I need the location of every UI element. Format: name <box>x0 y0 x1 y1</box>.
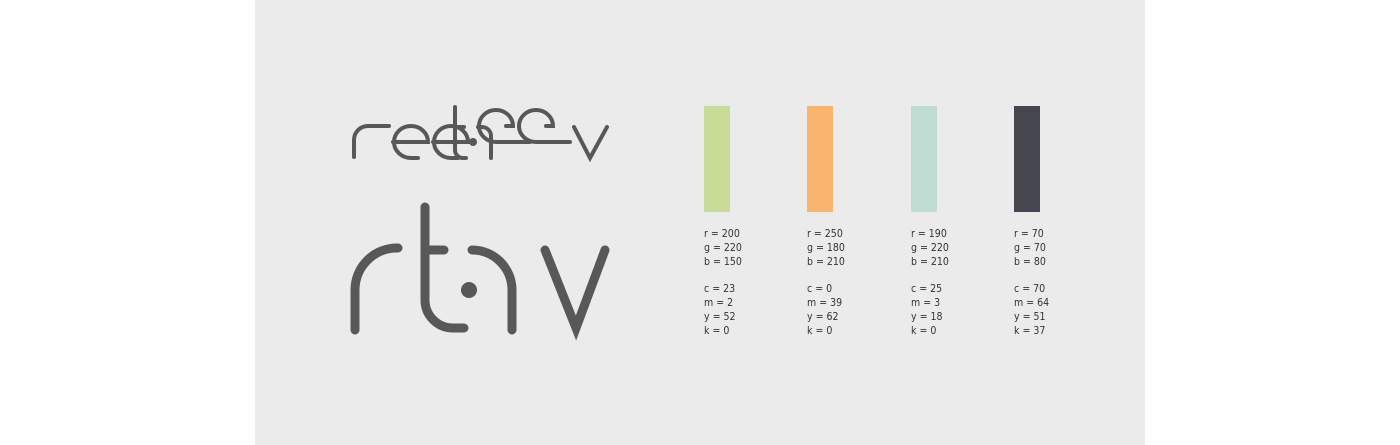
rgb-value: g = 180 <box>807 241 845 254</box>
cmyk-value: m = 3 <box>911 297 941 310</box>
rgb-value: b = 210 <box>911 255 949 268</box>
cmyk-value: c = 23 <box>704 283 736 296</box>
rgb-value: g = 70 <box>1014 241 1046 254</box>
color-chip <box>911 106 937 212</box>
cmyk-value: k = 0 <box>704 324 730 337</box>
color-values: r = 70 g = 70 b = 80 c = 70 m = 64 y = 51 k = … <box>1014 228 1094 339</box>
rgb-value: r = 70 <box>1014 228 1044 240</box>
cmyk-value: m = 64 <box>1014 297 1050 310</box>
rgb-value: b = 80 <box>1014 255 1046 268</box>
rgb-value: b = 210 <box>807 255 845 268</box>
monogram-logo <box>350 202 610 341</box>
brand-sheet-panel <box>255 0 1145 445</box>
rgb-value: r = 190 <box>911 228 947 240</box>
cmyk-value: k = 37 <box>1014 324 1046 337</box>
cmyk-value: m = 2 <box>704 297 734 310</box>
cmyk-value: y = 18 <box>911 310 943 323</box>
cmyk-value: y = 52 <box>704 310 736 323</box>
cmyk-value: y = 62 <box>807 310 839 323</box>
cmyk-value: m = 39 <box>807 297 843 310</box>
swatch-4: r = 70 g = 70 b = 80 c = 70 m = 64 y = 51 k = … <box>1014 106 1094 339</box>
cmyk-value: c = 70 <box>1014 283 1046 296</box>
rgb-value: r = 200 <box>704 228 740 240</box>
cmyk-value: c = 0 <box>807 283 833 296</box>
rgb-value: g = 220 <box>704 241 742 254</box>
wordmark-dot <box>469 138 477 146</box>
color-chip <box>807 106 833 212</box>
monogram-dot <box>461 282 477 298</box>
color-chip <box>704 106 730 212</box>
cmyk-value: c = 25 <box>911 283 943 296</box>
rgb-value: b = 150 <box>704 255 742 268</box>
rgb-value: g = 220 <box>911 241 949 254</box>
cmyk-value: y = 51 <box>1014 310 1046 323</box>
cmyk-value: k = 0 <box>807 324 833 337</box>
wordmark-logo <box>352 105 609 163</box>
rgb-value: r = 250 <box>807 228 843 240</box>
color-chip <box>1014 106 1040 212</box>
cmyk-value: k = 0 <box>911 324 937 337</box>
